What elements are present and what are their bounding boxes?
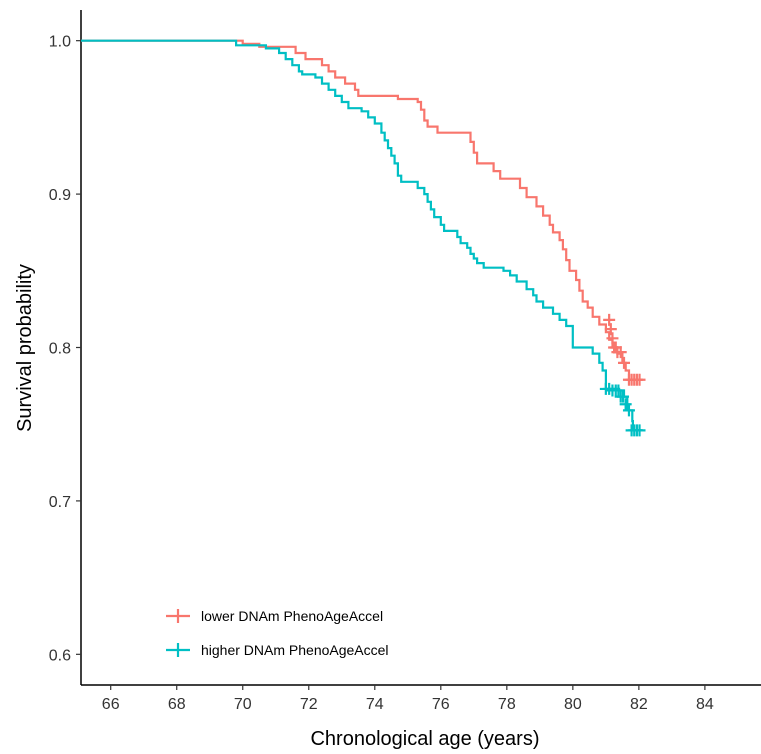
legend-label: higher DNAm PhenoAgeAccel (201, 642, 389, 658)
x-tick-label: 84 (696, 696, 714, 713)
series-line-lower (81, 39, 643, 381)
x-tick-label: 80 (564, 696, 582, 713)
y-axis-title: Survival probability (14, 264, 36, 432)
censor-mark (633, 424, 646, 437)
legend-label: lower DNAm PhenoAgeAccel (201, 608, 383, 624)
y-ticks: 0.6 0.7 0.8 0.9 1.0 (49, 34, 81, 664)
y-tick-label: 1.0 (49, 34, 71, 51)
censor-mark (633, 373, 646, 386)
x-tick-label: 74 (366, 696, 384, 713)
legend: lower DNAm PhenoAgeAccel higher DNAm Phen… (166, 608, 389, 658)
censor-mark (612, 384, 625, 397)
x-ticks: 66 68 70 72 74 76 78 80 82 84 (102, 685, 714, 713)
x-tick-label: 72 (300, 696, 318, 713)
x-tick-label: 68 (168, 696, 186, 713)
x-tick-label: 76 (432, 696, 450, 713)
censor-mark (603, 313, 616, 326)
x-tick-label: 70 (234, 696, 252, 713)
censor-mark (617, 390, 630, 403)
series-layer (81, 39, 646, 437)
y-tick-label: 0.7 (49, 494, 71, 511)
censor-mark (619, 398, 632, 411)
series-line-higher (81, 39, 643, 432)
y-tick-label: 0.8 (49, 341, 71, 358)
y-tick-label: 0.9 (49, 187, 71, 204)
y-tick-label: 0.6 (49, 647, 71, 664)
censor-mark (618, 356, 631, 369)
axes (80, 10, 761, 686)
censor-mark (622, 404, 635, 417)
censor-mark (614, 346, 627, 359)
x-tick-label: 78 (498, 696, 516, 713)
x-tick-label: 82 (630, 696, 648, 713)
censor-mark (606, 332, 619, 345)
x-tick-label: 66 (102, 696, 120, 713)
censor-mark (604, 323, 617, 336)
x-axis-title: Chronological age (years) (310, 728, 539, 750)
